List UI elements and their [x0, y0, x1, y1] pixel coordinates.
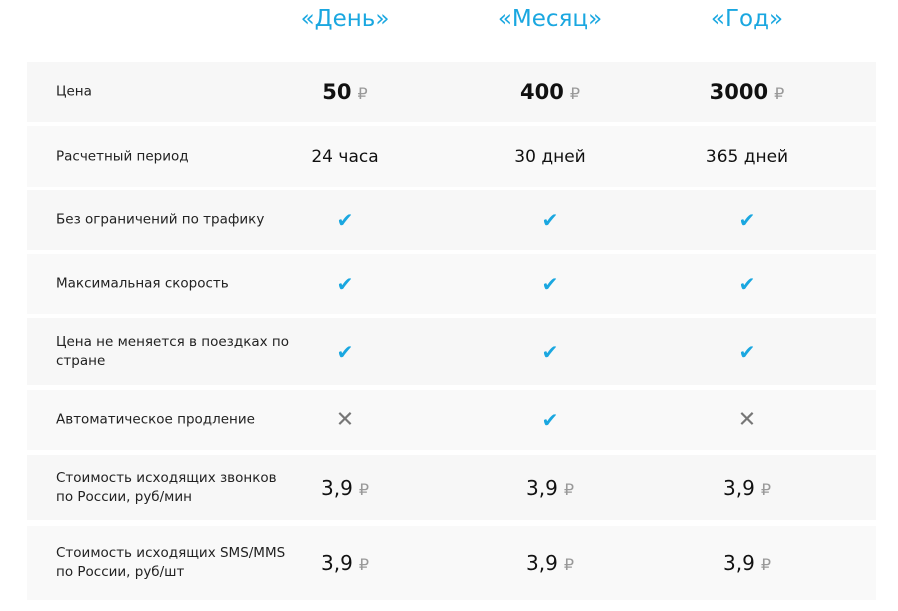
value: 365 дней: [705, 146, 789, 167]
check-icon: ✔: [541, 272, 559, 296]
value: 50: [322, 80, 352, 104]
table-row: Автоматическое продление ✕ ✔ ✕: [27, 390, 876, 450]
table-row: Расчетный период 24 часа 30 дней 365 дней: [27, 126, 876, 187]
check-icon: ✔: [541, 208, 559, 232]
ruble-icon: ₽: [563, 479, 574, 499]
check-icon: ✔: [738, 339, 756, 364]
check-icon: ✔: [541, 339, 559, 364]
ruble-icon: ₽: [358, 479, 369, 499]
row-label: Стоимость исходящих звонков по России, р…: [56, 469, 277, 505]
table-row: Без ограничений по трафику ✔ ✔ ✔: [27, 190, 876, 250]
cell-value: 3,9 ₽: [526, 476, 574, 500]
ruble-icon: ₽: [774, 84, 785, 103]
cell-value: 3,9 ₽: [321, 476, 369, 500]
plan-header-year: «Год»: [710, 6, 784, 32]
value: 24 часа: [311, 146, 379, 167]
plan-header-day: «День»: [300, 6, 390, 32]
cell-value: 400 ₽: [520, 80, 580, 104]
value: 3,9: [321, 551, 353, 575]
cell-value: 50 ₽: [322, 80, 367, 104]
cross-icon: ✕: [737, 407, 757, 433]
value: 3,9: [526, 475, 558, 500]
check-icon: ✔: [738, 208, 756, 232]
row-label: Стоимость исходящих SMS/MMS по России, р…: [56, 545, 286, 580]
row-label: Автоматическое продление: [56, 411, 255, 428]
ruble-icon: ₽: [760, 479, 771, 499]
ruble-icon: ₽: [760, 555, 771, 574]
ruble-icon: ₽: [358, 555, 369, 574]
cell-value: 3000 ₽: [710, 80, 785, 104]
check-icon: ✔: [541, 408, 559, 432]
value: 400: [519, 80, 564, 104]
value: 3,9: [526, 551, 558, 575]
row-label: Максимальная скорость: [56, 275, 229, 292]
cell-value: 3,9 ₽: [723, 476, 771, 500]
row-label: Без ограничений по трафику: [56, 211, 265, 228]
table-row: Цена не меняется в поездках по стране ✔ ✔ ✔: [27, 318, 876, 385]
value: 30 дней: [514, 146, 586, 167]
table-row: Стоимость исходящих SMS/MMS по России, р…: [27, 526, 876, 600]
value: 3,9: [321, 475, 353, 500]
plan-headers: «День» «Месяц» «Год»: [0, 0, 898, 50]
cell-value: 30 дней: [514, 147, 585, 167]
cell-value: 3,9 ₽: [526, 551, 574, 575]
value: 3,9: [723, 475, 755, 500]
check-icon: ✔: [738, 272, 756, 296]
row-label: Расчетный период: [56, 148, 189, 164]
cell-value: 3,9 ₽: [321, 551, 369, 575]
row-label: Цена не меняется в поездках по стране: [56, 333, 289, 369]
table-row: Стоимость исходящих звонков по России, р…: [27, 455, 876, 520]
check-icon: ✔: [336, 272, 354, 296]
ruble-icon: ₽: [569, 84, 581, 103]
cell-value: 24 часа: [311, 147, 378, 167]
table-row: Цена 50 ₽400 ₽3000 ₽: [27, 62, 876, 122]
cross-icon: ✕: [335, 407, 355, 433]
value: 3000: [709, 80, 769, 104]
ruble-icon: ₽: [357, 84, 368, 103]
check-icon: ✔: [336, 339, 354, 364]
ruble-icon: ₽: [563, 555, 574, 574]
cell-value: 365 дней: [706, 147, 788, 167]
plan-header-month: «Месяц»: [497, 6, 603, 32]
check-icon: ✔: [336, 208, 354, 232]
row-label: Цена: [56, 83, 92, 100]
value: 3,9: [723, 551, 755, 575]
cell-value: 3,9 ₽: [723, 551, 771, 575]
table-row: Максимальная скорость ✔ ✔ ✔: [27, 254, 876, 314]
